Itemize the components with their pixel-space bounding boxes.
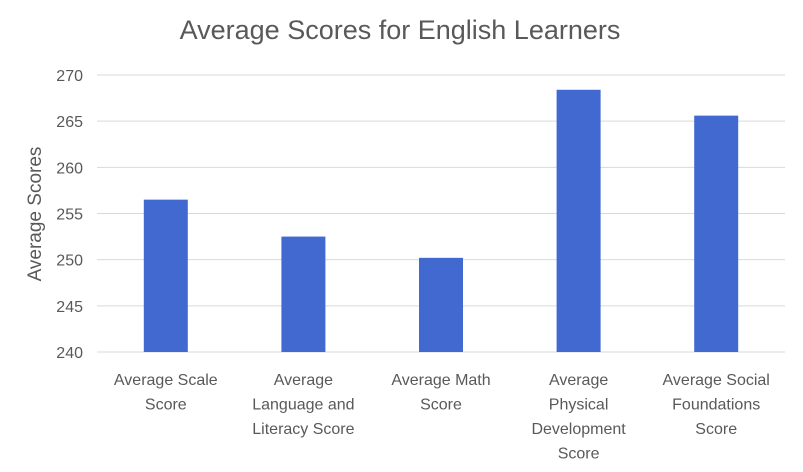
bar-3	[419, 257, 463, 352]
y-tick-label: 245	[56, 299, 83, 316]
x-tick-label-line: Average	[549, 372, 608, 389]
y-tick-label: 260	[56, 160, 83, 177]
x-tick-label-line: Language and	[252, 397, 354, 414]
x-tick-label-line: Score	[695, 421, 737, 438]
y-tick-label: 265	[56, 114, 83, 131]
x-tick-label-line: Development	[531, 421, 626, 438]
y-tick-label: 240	[56, 345, 83, 362]
chart-title: Average Scores for English Learners	[180, 15, 621, 45]
x-tick-label-line: Score	[558, 446, 600, 463]
x-tick-label: Average Scale Score	[114, 372, 218, 414]
x-tick-label-line: Average Scale	[114, 372, 218, 389]
x-tick-label: Average Social Foundations Score	[663, 372, 770, 438]
y-tick-label: 270	[56, 68, 83, 85]
x-tick-label-line: Foundations	[672, 397, 760, 414]
y-tick-label: 250	[56, 253, 83, 270]
bar-4	[556, 89, 601, 353]
x-tick-label-line: Physical	[549, 397, 609, 414]
bar-2	[281, 236, 326, 352]
x-tick-label-line: Average	[274, 372, 333, 389]
x-tick-label: Average Physical Development Score	[531, 372, 626, 463]
bar-5	[694, 115, 739, 352]
bars	[143, 89, 739, 353]
x-tick-label-line: Literacy Score	[252, 421, 354, 438]
x-tick-label: Average Math Score	[391, 372, 490, 414]
x-tick-label-line: Average Social	[663, 372, 770, 389]
x-tick-label-line: Average Math	[391, 372, 490, 389]
x-tick-label-line: Score	[420, 397, 462, 414]
bar-1	[143, 199, 188, 352]
x-tick-label-line: Score	[145, 397, 187, 414]
y-axis-ticks: 240 245 250 255 260 265 270	[56, 68, 83, 362]
x-axis-ticks: Average Scale Score Average Language and Lit…	[114, 372, 770, 463]
x-tick-label: Average Language and Literacy Score	[252, 372, 354, 438]
y-axis-label: Average Scores	[25, 147, 46, 282]
y-tick-label: 255	[56, 207, 83, 224]
